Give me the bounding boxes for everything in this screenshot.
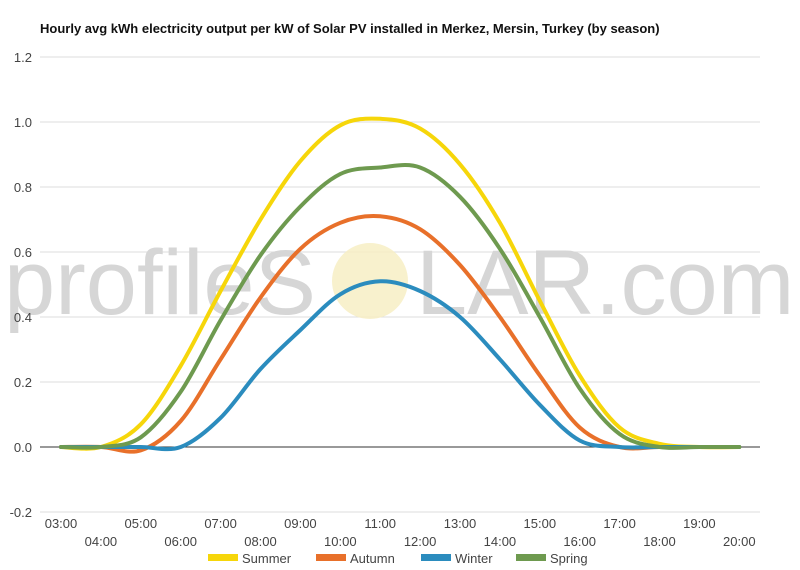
y-tick-label: 1.2 — [14, 50, 32, 65]
legend-label-autumn: Autumn — [350, 551, 395, 566]
x-tick-label: 18:00 — [643, 534, 676, 549]
legend-swatch-autumn — [316, 554, 346, 561]
legend-swatch-spring — [516, 554, 546, 561]
x-tick-label: 03:00 — [45, 516, 78, 531]
y-tick-label: 0.6 — [14, 245, 32, 260]
x-tick-label: 05:00 — [125, 516, 158, 531]
series-line-winter — [59, 279, 742, 452]
series-lines — [59, 116, 742, 454]
series-line-spring — [59, 163, 742, 450]
legend-label-spring: Spring — [550, 551, 588, 566]
x-tick-label: 11:00 — [364, 516, 396, 531]
watermark: profileS LAR.com — [4, 232, 794, 334]
legend-swatch-winter — [421, 554, 451, 561]
x-tick-label: 06:00 — [164, 534, 197, 549]
y-tick-label: 0.2 — [14, 375, 32, 390]
legend: Summer Autumn Winter Spring — [208, 551, 588, 566]
x-tick-label: 09:00 — [284, 516, 317, 531]
x-tick-label: 19:00 — [683, 516, 716, 531]
legend-label-summer: Summer — [242, 551, 292, 566]
x-tick-label: 04:00 — [85, 534, 118, 549]
x-tick-label: 08:00 — [244, 534, 277, 549]
series-line-summer — [59, 116, 742, 451]
chart-title: Hourly avg kWh electricity output per kW… — [40, 21, 660, 36]
legend-swatch-summer — [208, 554, 238, 561]
y-tick-label: 0.4 — [14, 310, 32, 325]
y-tick-label: -0.2 — [10, 505, 32, 520]
x-tick-label: 16:00 — [563, 534, 596, 549]
y-tick-label: 0.0 — [14, 440, 32, 455]
y-axis-ticks: -0.2 0.0 0.2 0.4 0.6 0.8 1.0 1.2 — [10, 50, 32, 520]
y-tick-label: 0.8 — [14, 180, 32, 195]
x-tick-label: 14:00 — [484, 534, 517, 549]
x-tick-label: 12:00 — [404, 534, 437, 549]
y-tick-label: 1.0 — [14, 115, 32, 130]
x-axis-ticks: 03:00 04:00 05:00 06:00 07:00 08:00 09:00 10:00… — [45, 516, 756, 549]
watermark-text-right: LAR.com — [416, 232, 794, 334]
x-tick-label: 07:00 — [204, 516, 237, 531]
legend-label-winter: Winter — [455, 551, 493, 566]
x-tick-label: 13:00 — [444, 516, 477, 531]
x-tick-label: 15:00 — [524, 516, 557, 531]
x-tick-label: 10:00 — [324, 534, 357, 549]
x-tick-label: 20:00 — [723, 534, 756, 549]
x-tick-label: 17:00 — [603, 516, 636, 531]
